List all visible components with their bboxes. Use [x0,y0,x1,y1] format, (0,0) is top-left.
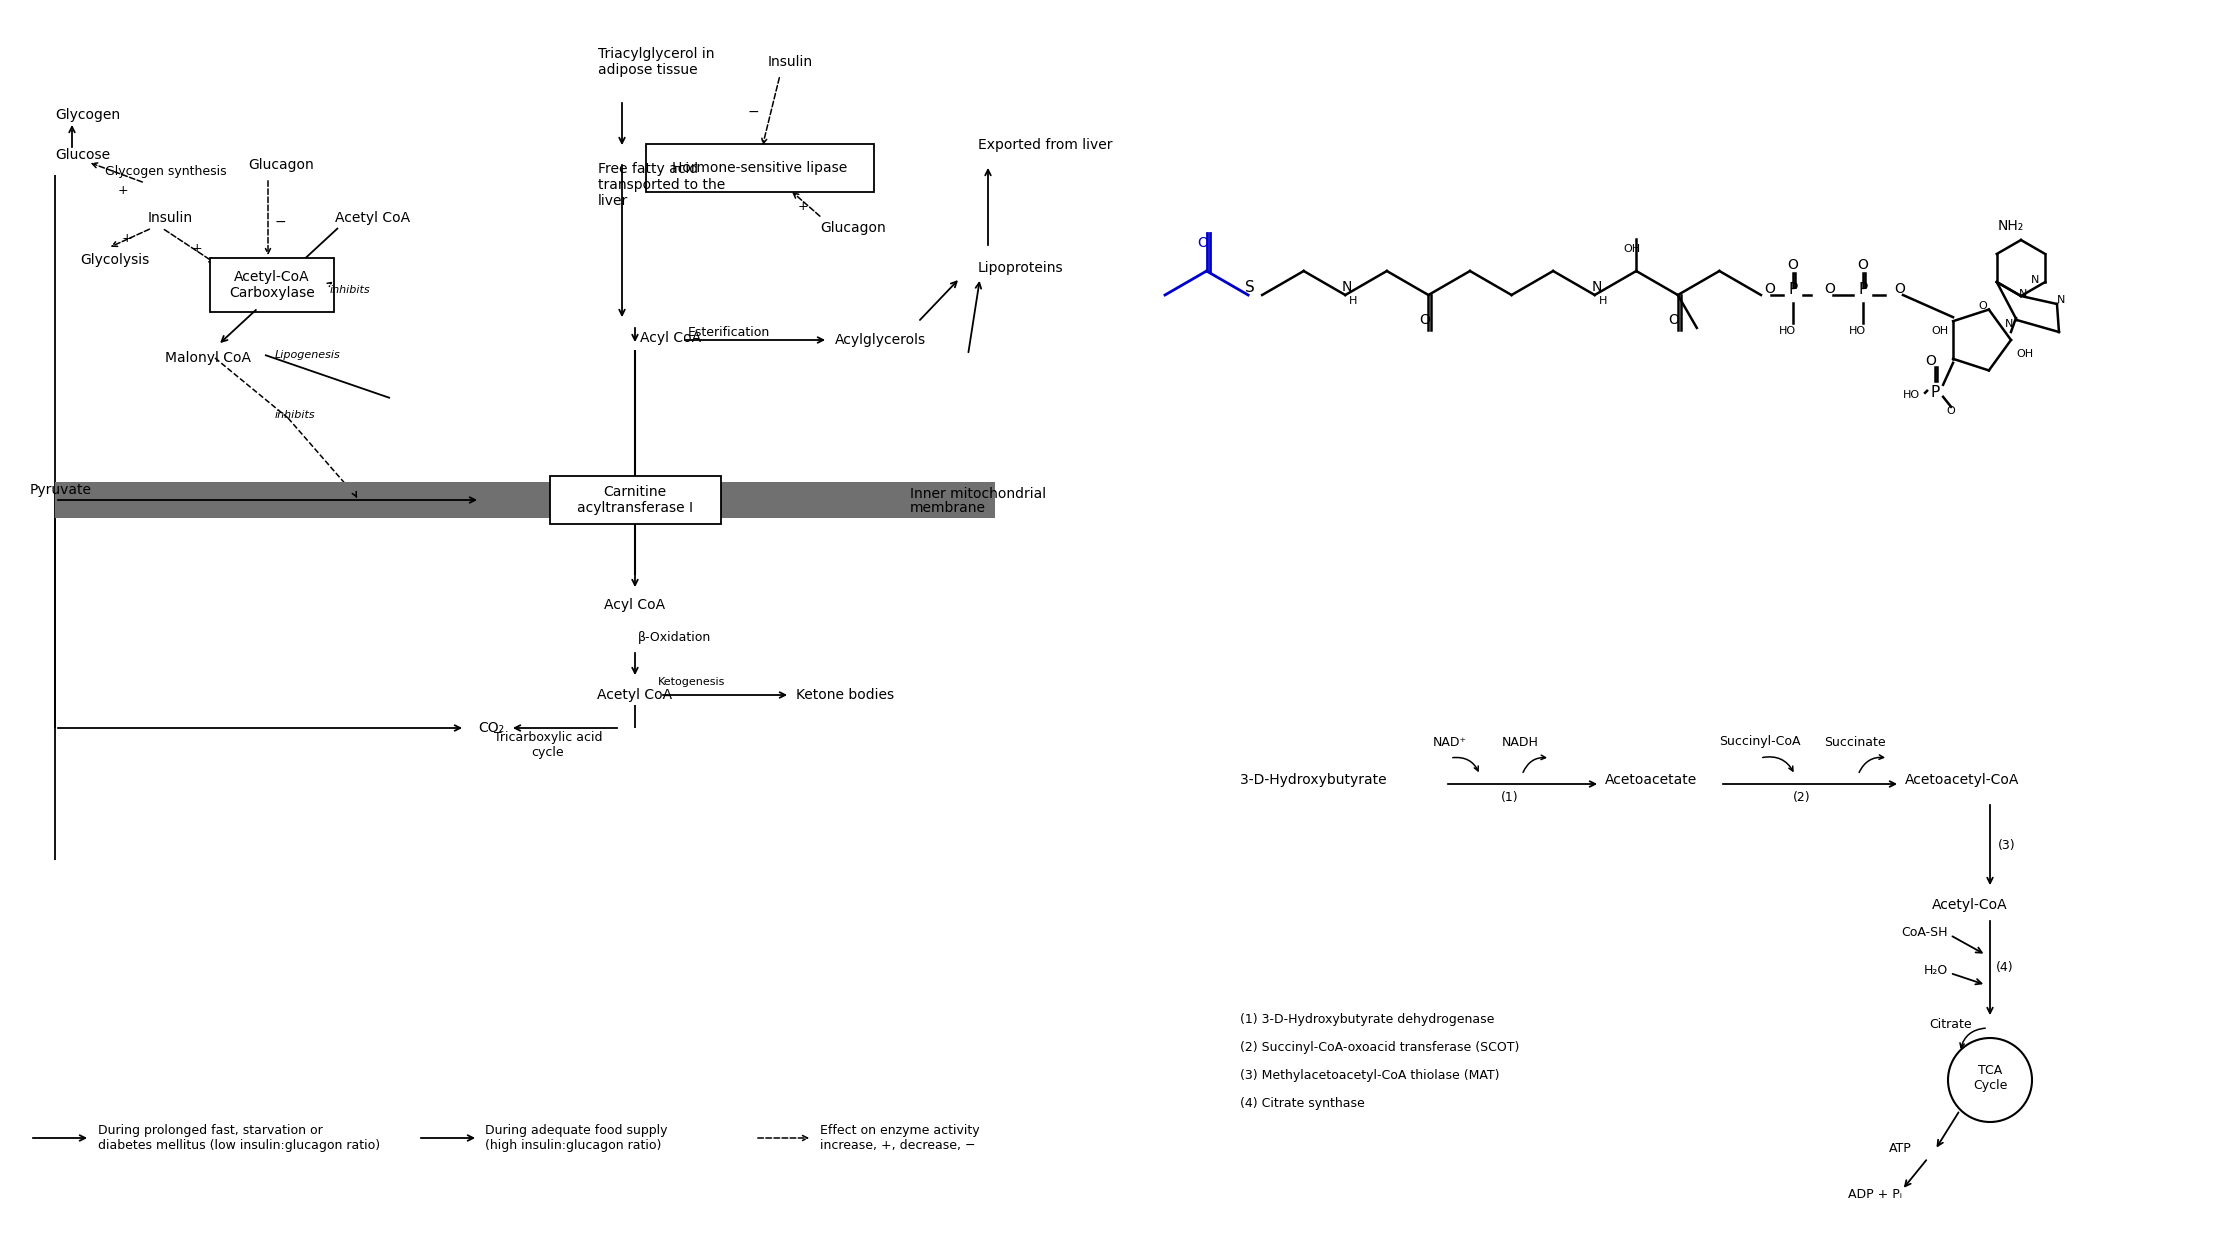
Text: inhibits: inhibits [276,410,316,420]
Text: OH: OH [1624,244,1642,255]
Bar [56,483,995,518]
Text: +: + [797,200,809,213]
Text: Acyl CoA: Acyl CoA [605,598,665,612]
Text: Acetoacetate: Acetoacetate [1606,772,1698,788]
Text: P: P [1931,386,1940,401]
Text: Glucose: Glucose [56,147,110,163]
Text: OH: OH [1931,326,1949,336]
Text: Ketone bodies: Ketone bodies [795,688,894,702]
Text: −: − [748,105,759,118]
Text: H: H [1348,296,1357,306]
Text: Free fatty acid
transported to the
liver: Free fatty acid transported to the liver [598,161,726,208]
Text: Glycogen: Glycogen [56,108,121,122]
Text: Ketogenesis: Ketogenesis [659,677,726,687]
Text: O: O [1763,282,1774,296]
Text: N: N [1342,280,1353,294]
Text: +: + [193,242,202,255]
Text: NADH: NADH [1501,736,1539,748]
Text: HO: HO [1848,326,1866,336]
Text: Acyl CoA: Acyl CoA [641,331,701,345]
Text: inhibits: inhibits [329,285,370,295]
Text: Malonyl CoA: Malonyl CoA [166,352,251,365]
FancyBboxPatch shape [645,144,874,192]
Text: HO: HO [1779,326,1796,336]
Text: ATP: ATP [1888,1142,1911,1154]
FancyBboxPatch shape [211,258,334,312]
Text: TCA: TCA [1978,1063,2003,1076]
Text: N: N [2056,295,2065,305]
Text: +: + [121,232,132,244]
Text: H₂O: H₂O [1924,964,1949,976]
Text: N: N [2032,275,2038,285]
Text: During prolonged fast, starvation or
diabetes mellitus (low insulin:glucagon rat: During prolonged fast, starvation or dia… [99,1124,381,1152]
Text: N: N [1590,280,1602,294]
Text: O: O [1857,258,1868,272]
Text: Tricarboxylic acid
cycle: Tricarboxylic acid cycle [493,731,603,759]
Text: Glucagon: Glucagon [820,220,885,236]
Text: (2): (2) [1794,791,1810,804]
Text: O: O [1926,354,1938,368]
Text: O: O [1196,236,1207,249]
Text: P: P [1788,281,1796,296]
Text: O: O [1418,312,1429,328]
Text: Glycogen synthesis: Glycogen synthesis [105,165,226,179]
Text: O: O [1947,406,1956,416]
Text: Acetyl-CoA: Acetyl-CoA [1933,898,2007,912]
Text: During adequate food supply
(high insulin:glucagon ratio): During adequate food supply (high insuli… [486,1124,668,1152]
Text: membrane: membrane [909,501,986,515]
Text: Cycle: Cycle [1973,1080,2007,1092]
Text: (1): (1) [1501,791,1519,804]
Text: Inner mitochondrial: Inner mitochondrial [909,488,1046,501]
Text: (4) Citrate synthase: (4) Citrate synthase [1241,1097,1364,1110]
Text: (3) Methylacetoacetyl-CoA thiolase (MAT): (3) Methylacetoacetyl-CoA thiolase (MAT) [1241,1070,1499,1082]
Text: β-Oxidation: β-Oxidation [638,631,712,645]
Text: O: O [1788,258,1799,272]
Text: Effect on enzyme activity
increase, +, decrease, −: Effect on enzyme activity increase, +, d… [820,1124,979,1152]
Text: N: N [2018,289,2027,299]
Text: O: O [1978,301,1987,310]
Text: HO: HO [1904,389,1920,399]
Text: (4): (4) [1996,961,2014,974]
Text: Lipoproteins: Lipoproteins [979,261,1064,275]
Text: Insulin: Insulin [768,55,813,69]
Text: Glycolysis: Glycolysis [81,253,150,267]
Text: Carnitine
acyltransferase I: Carnitine acyltransferase I [578,485,692,515]
Text: Acetyl CoA: Acetyl CoA [598,688,672,702]
Text: Lipogenesis: Lipogenesis [276,350,340,360]
Text: Acetoacetyl-CoA: Acetoacetyl-CoA [1904,772,2020,788]
Text: Hormone-sensitive lipase: Hormone-sensitive lipase [672,161,847,175]
Text: 3-​D-Hydroxybutyrate: 3-​D-Hydroxybutyrate [1241,772,1387,788]
Text: ADP + Pᵢ: ADP + Pᵢ [1848,1188,1902,1202]
Text: −: − [276,215,287,229]
Text: +: + [119,184,128,197]
Text: (1) 3-​D-Hydroxybutyrate dehydrogenase: (1) 3-​D-Hydroxybutyrate dehydrogenase [1241,1013,1494,1027]
Text: Succinyl-CoA: Succinyl-CoA [1720,736,1801,748]
Text: O: O [1823,282,1835,296]
Text: Acetyl-CoA
Carboxylase: Acetyl-CoA Carboxylase [228,270,316,300]
Text: CoA-SH: CoA-SH [1902,926,1949,939]
Text: N: N [2005,319,2014,329]
Text: Insulin: Insulin [148,210,193,226]
Text: Succinate: Succinate [1823,736,1886,748]
Text: P: P [1859,281,1868,296]
Text: O: O [1895,282,1904,296]
Text: Triacylglycerol in
adipose tissue: Triacylglycerol in adipose tissue [598,47,715,77]
Text: (3): (3) [1998,838,2016,852]
Text: H: H [1599,296,1606,306]
Text: NAD⁺: NAD⁺ [1434,736,1467,748]
Text: OH: OH [2016,349,2034,359]
Text: O: O [1669,312,1680,328]
FancyBboxPatch shape [549,476,721,524]
Text: Glucagon: Glucagon [249,158,314,173]
Text: Exported from liver: Exported from liver [979,139,1113,152]
Text: Acetyl CoA: Acetyl CoA [336,210,410,226]
Text: S: S [1245,280,1254,295]
Text: Citrate: Citrate [1929,1018,1971,1032]
Text: Acylglycerols: Acylglycerols [836,333,925,347]
Text: NH₂: NH₂ [1998,219,2025,233]
Text: (2) Succinyl-CoA-oxoacid transferase (SCOT): (2) Succinyl-CoA-oxoacid transferase (SC… [1241,1042,1519,1055]
Text: Pyruvate: Pyruvate [29,483,92,496]
Text: CO₂: CO₂ [477,721,504,735]
Text: Esterification: Esterification [688,325,771,339]
